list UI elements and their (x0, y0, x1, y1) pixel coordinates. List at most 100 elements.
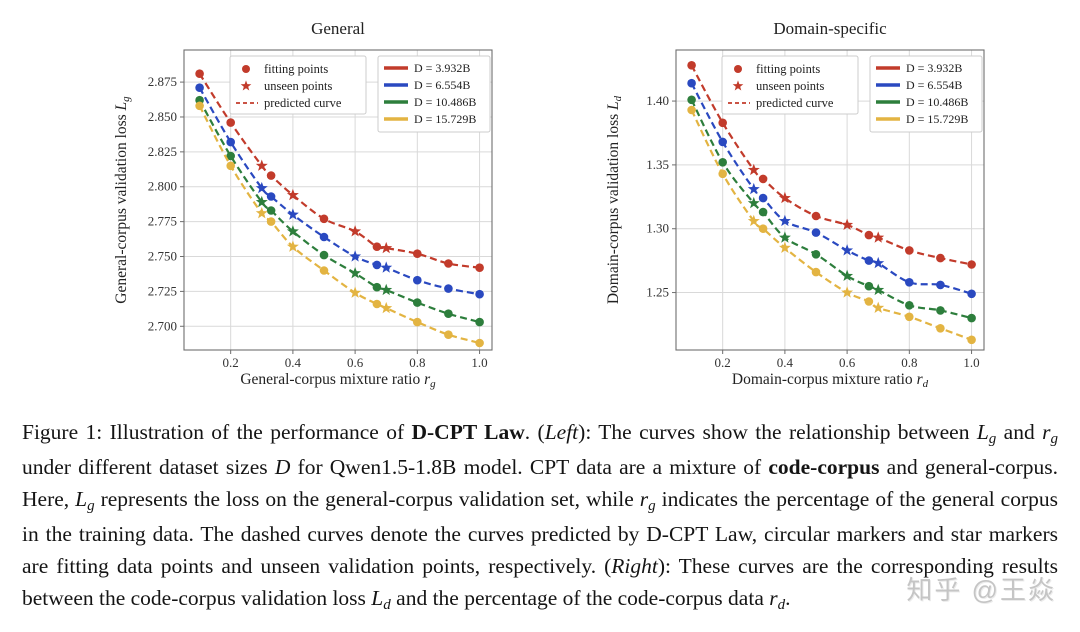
unseen-point-marker (841, 286, 854, 298)
fitting-point-marker (811, 267, 821, 277)
legend-series-label: D = 6.554B (906, 78, 962, 92)
math-var: D (274, 454, 291, 479)
unseen-point-marker (286, 208, 299, 220)
fitting-point-marker (372, 260, 382, 270)
y-tick-label: 1.40 (646, 93, 669, 108)
legend-markers: fitting points unseen points predicted cur… (721, 55, 859, 115)
math-var: L (976, 420, 989, 444)
series-d-10.486b (687, 95, 976, 323)
fitting-point-marker (718, 169, 727, 179)
fitting-point-marker (226, 118, 235, 127)
series-d-10.486b (195, 95, 484, 327)
math-var: r (1042, 420, 1051, 444)
caption-text: represents the loss on the general-corpu… (94, 487, 640, 512)
legend-markers: fitting points unseen points predicted cur… (229, 55, 367, 115)
caption-text: . ( (524, 420, 545, 444)
series-d-6.554b (687, 78, 976, 299)
caption-text: and general-corpus. Here, (22, 454, 1058, 512)
y-tick-label: 2.775 (148, 214, 177, 229)
fitting-point-marker (475, 317, 484, 327)
math-subscript: g (988, 431, 997, 448)
fitting-point-marker (413, 275, 422, 285)
caption-text: ): The curves show the relationship betw… (578, 420, 977, 444)
caption-text: code-corpus (768, 454, 880, 479)
unseen-point-marker (872, 283, 885, 296)
fitting-point-marker (687, 78, 696, 88)
unseen-point-marker (747, 163, 760, 176)
unseen-point-marker (349, 225, 362, 237)
fitting-point-marker (718, 158, 727, 167)
unseen-point-marker (380, 261, 393, 273)
x-tick-label: 0.8 (901, 355, 917, 370)
caption-text: and (996, 420, 1043, 444)
fitting-point-marker (372, 242, 382, 251)
legend-marker-label: fitting points (264, 62, 328, 76)
fitting-point-marker (226, 161, 235, 171)
fitting-point-marker (413, 298, 422, 307)
x-tick-label: 0.2 (715, 355, 731, 370)
y-tick-label: 1.25 (646, 285, 669, 300)
unseen-point-marker (380, 301, 393, 314)
unseen-point-marker (778, 231, 791, 243)
fitting-point-marker (936, 253, 945, 263)
axis-ticks: 0.2 0.4 0.6 0.8 1.0 1.25 1.30 1.35 1.40 (646, 93, 979, 370)
unseen-point-marker (255, 159, 268, 171)
unseen-point-marker (778, 241, 791, 253)
fitting-point-marker (758, 193, 768, 203)
unseen-point-marker (380, 241, 393, 254)
fitting-point-marker (864, 281, 874, 291)
caption-text: under different dataset sizes (22, 454, 275, 479)
fitting-point-marker (905, 246, 914, 255)
caption-text: Left (544, 420, 579, 444)
fitting-point-marker (687, 105, 696, 115)
y-tick-label: 2.875 (148, 74, 177, 89)
fitting-point-marker (372, 299, 382, 309)
chart-canvas: 0.2 0.4 0.6 0.8 1.0 2.700 2.725 2.750 2.775 2.800… (113, 19, 493, 390)
fitting-point-marker (967, 335, 976, 345)
series-d-3.932b (195, 69, 484, 272)
fitting-point-marker (444, 309, 453, 319)
y-tick-label: 2.850 (148, 109, 177, 124)
math-var: r (769, 586, 778, 611)
x-tick-label: 0.4 (777, 355, 794, 370)
chart-general: 0.2 0.4 0.6 0.8 1.0 2.700 2.725 2.750 2.775 2.800… (84, 14, 504, 404)
caption-text: indicates the percentage of the general … (22, 487, 1058, 579)
unseen-point-marker (841, 218, 854, 230)
unseen-point-marker (778, 214, 791, 227)
legend-series: D = 3.932B D = 6.554B D = 10.486B D = 15.72… (377, 55, 491, 133)
legend-circle-icon (734, 65, 742, 73)
legend-marker-label: predicted curve (264, 96, 342, 110)
math-subscript: d (383, 597, 391, 614)
unseen-point-marker (841, 244, 854, 256)
fitting-point-marker (226, 137, 235, 147)
series-d-15.729b (195, 101, 484, 348)
y-tick-label: 2.825 (148, 144, 177, 159)
fitting-point-marker (266, 206, 276, 215)
legend-marker-label: fitting points (756, 62, 820, 76)
legend-marker-label: unseen points (756, 79, 825, 93)
fitting-point-marker (811, 250, 821, 259)
caption-text: D-CPT Law (411, 420, 525, 444)
fitting-point-marker (936, 324, 945, 333)
x-tick-label: 1.0 (963, 355, 979, 370)
fitting-point-marker (413, 249, 422, 258)
fitting-point-marker (758, 207, 768, 217)
chart-domain-specific: 0.2 0.4 0.6 0.8 1.0 1.25 1.30 1.35 1.40 Domain-sp… (576, 14, 996, 404)
fitting-point-marker (967, 313, 976, 323)
caption-text: and the percentage of the code-corpus da… (390, 586, 770, 611)
unseen-point-marker (255, 181, 268, 194)
fitting-point-marker (811, 211, 821, 221)
unseen-point-marker (747, 214, 760, 227)
predicted-curve (690, 99, 972, 320)
unseen-point-marker (349, 286, 362, 298)
caption-text: . (785, 586, 791, 611)
series-d-15.729b (687, 105, 976, 345)
chart-canvas: 0.2 0.4 0.6 0.8 1.0 1.25 1.30 1.35 1.40 Domain-sp… (605, 19, 985, 390)
unseen-point-marker (872, 256, 885, 269)
fitting-point-marker (444, 259, 453, 268)
math-var: r (639, 487, 649, 512)
unseen-point-marker (255, 206, 268, 219)
fitting-point-marker (936, 306, 945, 315)
fitting-point-marker (718, 137, 727, 147)
fitting-point-marker (936, 280, 945, 290)
